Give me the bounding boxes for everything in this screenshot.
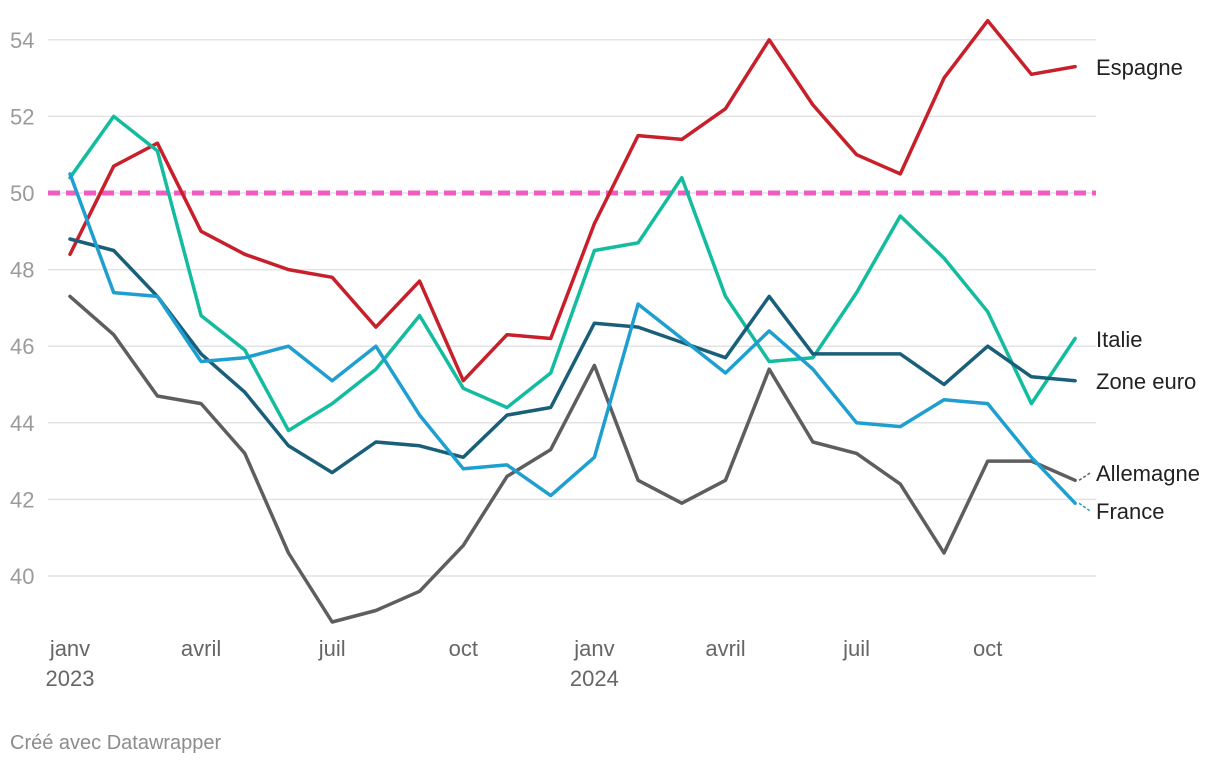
label-connector-allemagne xyxy=(1078,472,1091,481)
series-label-allemagne: Allemagne xyxy=(1096,461,1200,486)
y-tick-40: 40 xyxy=(10,564,34,589)
x-tick-0: janv xyxy=(49,636,90,661)
series-line-france xyxy=(68,172,1077,505)
x-tick-7: oct xyxy=(973,636,1002,661)
series-label-italie: Italie xyxy=(1096,327,1142,352)
label-connector-france xyxy=(1078,502,1091,512)
series-label-zone-euro: Zone euro xyxy=(1096,369,1196,394)
x-tick-year-0: 2023 xyxy=(46,666,95,691)
series-line-espagne xyxy=(68,18,1077,383)
x-tick-2: juil xyxy=(318,636,346,661)
x-axis-ticks: janv 2023 avril juil oct janv 2024 avril juil oct xyxy=(46,636,1003,691)
y-axis-ticks: 40 42 44 46 48 50 52 54 xyxy=(10,28,34,589)
y-tick-42: 42 xyxy=(10,487,34,512)
x-tick-6: juil xyxy=(842,636,870,661)
series-label-espagne: Espagne xyxy=(1096,55,1183,80)
series-line-italie xyxy=(68,114,1077,433)
y-tick-44: 44 xyxy=(10,411,34,436)
series-line-allemagne xyxy=(68,294,1077,624)
gridlines xyxy=(48,39,1096,577)
y-tick-48: 48 xyxy=(10,258,34,283)
x-tick-1: avril xyxy=(181,636,221,661)
x-tick-4: janv xyxy=(573,636,614,661)
x-tick-year-4: 2024 xyxy=(570,666,619,691)
series-labels: Espagne Italie Zone euro Allemagne France xyxy=(1078,55,1200,524)
series-line-zone-euro xyxy=(68,237,1077,475)
y-tick-54: 54 xyxy=(10,28,34,53)
credit-footer: Créé avec Datawrapper xyxy=(10,732,222,754)
series-lines xyxy=(68,18,1077,624)
x-tick-3: oct xyxy=(449,636,478,661)
x-tick-5: avril xyxy=(705,636,745,661)
y-tick-52: 52 xyxy=(10,104,34,129)
series-label-france: France xyxy=(1096,499,1164,524)
y-tick-50: 50 xyxy=(10,181,34,206)
y-tick-46: 46 xyxy=(10,334,34,359)
